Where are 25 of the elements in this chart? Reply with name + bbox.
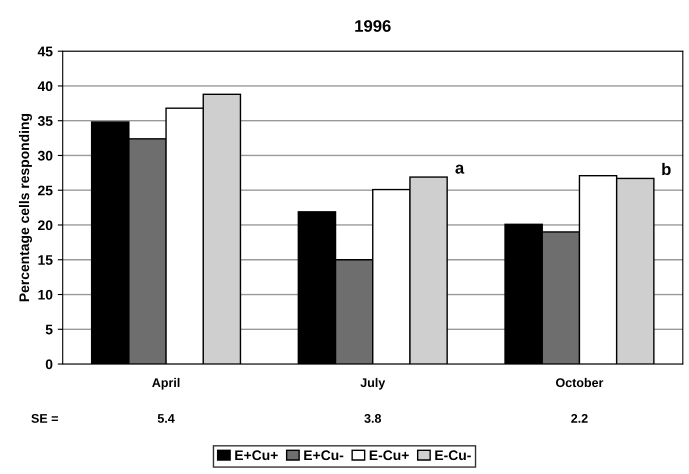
text: 5.4	[158, 414, 175, 423]
y-tick-label: 45	[38, 46, 53, 56]
y-tick-label: 5	[46, 324, 53, 334]
y-tick-label: 35	[38, 116, 53, 126]
y-tick-label: 25	[38, 186, 53, 196]
legend-label: E+Cu+	[235, 450, 278, 460]
legend-label: E-Cu-	[435, 450, 471, 460]
y-tick-label: 40	[38, 81, 52, 92]
legend-label: E-Cu+	[370, 450, 409, 460]
x-tick-label: October	[556, 378, 604, 388]
x-tick-label: April	[152, 378, 180, 390]
y-tick-label: 30	[38, 150, 52, 161]
annotation: a	[455, 164, 464, 174]
annotation: b	[662, 162, 671, 176]
y-tick-label: 10	[38, 290, 52, 300]
x-tick-label: July	[360, 378, 386, 390]
legend-label: E+Cu-	[304, 450, 344, 460]
text: 3.8	[364, 414, 382, 423]
y-tick-label: 0	[46, 359, 52, 370]
chart-title: 1996	[355, 20, 391, 32]
y-tick-label: 15	[38, 255, 53, 265]
text: SE =	[31, 414, 58, 423]
text: 2.2	[571, 414, 588, 423]
y-tick-label: 20	[38, 220, 52, 230]
y-axis-title: Percentage cells responding	[18, 114, 32, 302]
